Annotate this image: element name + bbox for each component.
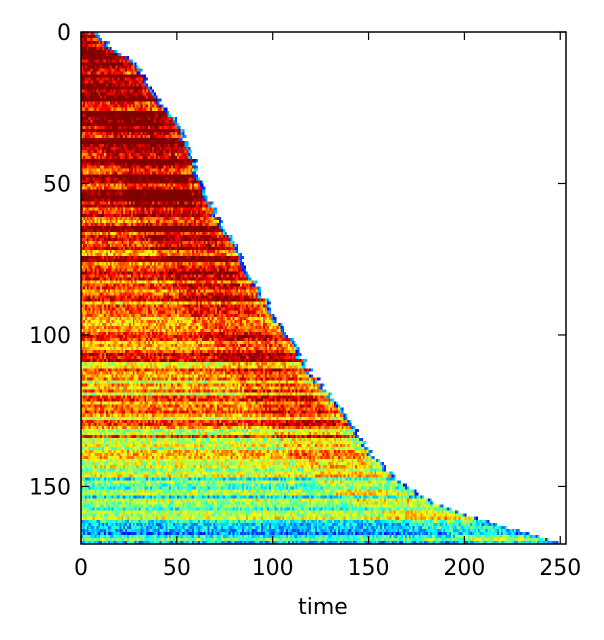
plot-frame [80, 31, 567, 545]
heatmap-image [81, 32, 566, 544]
x-tick-label: 200 [443, 556, 485, 581]
y-tick-label: 0 [57, 21, 71, 46]
axis-ticks: 0 50 100 150 200 250 0 50 100 150 [29, 21, 581, 581]
x-tick-label: 250 [539, 556, 581, 581]
x-tick-label: 50 [163, 556, 191, 581]
x-axis-label: time [298, 595, 348, 620]
x-tick-label: 0 [74, 556, 88, 581]
x-tick-label: 100 [252, 556, 294, 581]
y-tick-label: 50 [43, 172, 71, 197]
x-tick-label: 150 [348, 556, 390, 581]
y-tick-label: 150 [29, 475, 71, 500]
y-tick-label: 100 [29, 324, 71, 349]
